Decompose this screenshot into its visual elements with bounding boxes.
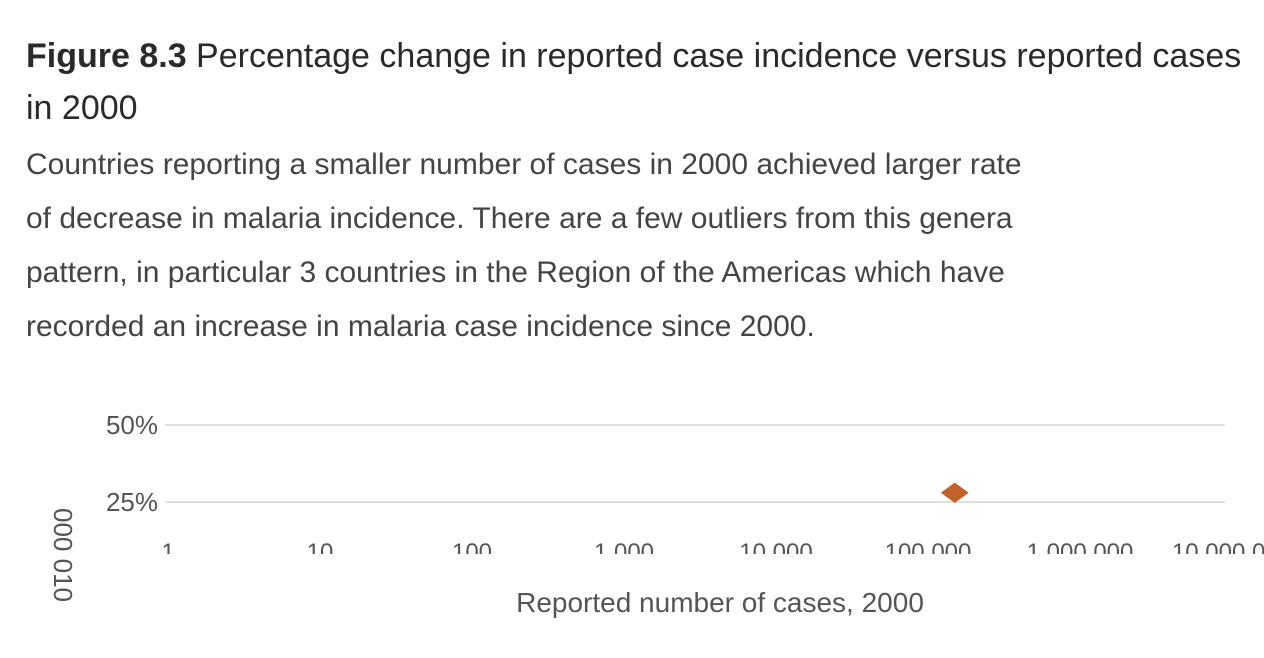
x-axis-ticks: 1 10 100 1 000 10 000 100 000 1 000 000 10 000 … [161, 539, 1264, 566]
x-tick-label: 10 000 000 [1172, 539, 1264, 566]
data-point-diamond [940, 482, 969, 503]
x-tick-label: 10 000 [739, 539, 812, 566]
x-axis-title: Reported number of cases, 2000 [516, 587, 924, 618]
x-tick-label: 10 [307, 539, 334, 566]
figure-title: Figure 8.3 Percentage change in reported… [26, 30, 1246, 134]
x-tick-label: 1 000 [594, 539, 654, 566]
y-axis-title-fragment: 000 010 [48, 508, 78, 602]
figure-caption: Countries reporting a smaller number of … [26, 138, 1236, 354]
figure-number: Figure 8.3 [26, 37, 187, 75]
scatter-chart: 000 010 50%25% 1 10 100 1 000 10 000 100 000 1… [48, 410, 1264, 618]
caption-line: recorded an increase in malaria case inc… [26, 310, 815, 343]
y-tick-label: 25% [106, 487, 158, 517]
caption-line: Countries reporting a smaller number of … [26, 148, 1022, 181]
x-tick-label: 1 [161, 539, 174, 566]
y-axis-title: 000 010 [48, 508, 78, 602]
x-tick-label: 100 [452, 539, 492, 566]
grid-lines [165, 424, 1225, 503]
data-points [940, 482, 969, 503]
figure-title-text: Percentage change in reported case incid… [26, 37, 1242, 127]
caption-line: pattern, in particular 3 countries in th… [26, 256, 1005, 289]
y-tick-label: 50% [106, 410, 158, 440]
y-axis-ticks: 50% 25% [106, 410, 158, 517]
x-tick-label: 100 000 [885, 539, 972, 566]
x-tick-label: 1 000 000 [1027, 539, 1134, 566]
caption-line: of decrease in malaria incidence. There … [26, 202, 1013, 235]
